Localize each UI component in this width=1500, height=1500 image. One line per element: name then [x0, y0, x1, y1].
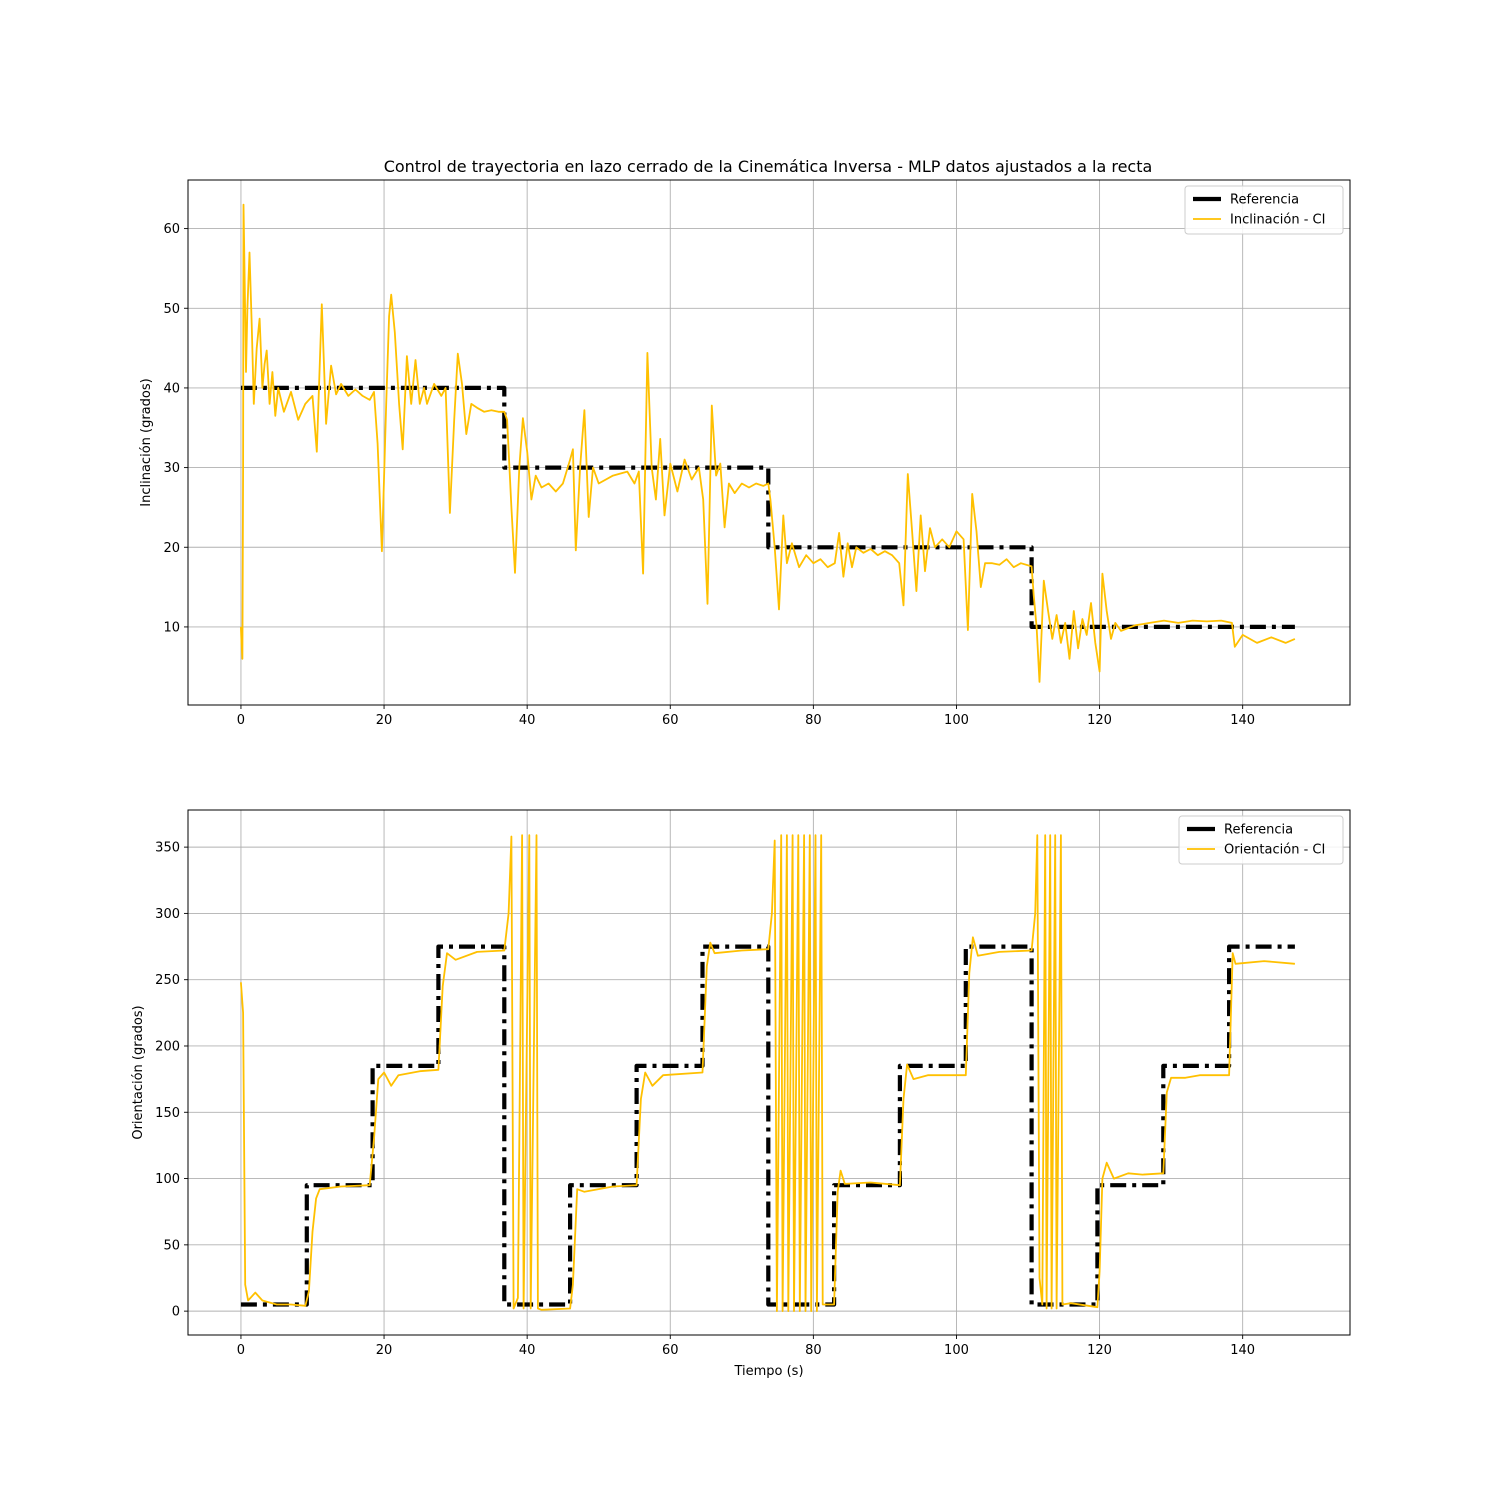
y-tick-label: 100	[155, 1172, 180, 1187]
y-tick-label: 0	[172, 1305, 180, 1320]
x-tick-label: 140	[1230, 1343, 1255, 1358]
legend-box	[1178, 815, 1344, 865]
x-tick-label: 120	[1087, 713, 1112, 728]
x-tick-label: 80	[805, 1343, 822, 1358]
y-tick-label: 50	[163, 1238, 180, 1253]
inclination-plot: 0 20 40 60 80 100 120 140 10 20 30 40 50 60 Inclinació…	[139, 179, 1351, 728]
y-tick-label: 60	[163, 222, 180, 237]
x-tick-label: 20	[376, 713, 393, 728]
y-tick-label: 250	[155, 973, 180, 988]
y-tick-label: 20	[163, 541, 180, 556]
x-tick-label: 80	[805, 713, 822, 728]
chart-title: Control de trayectoria en lazo cerrado d…	[384, 157, 1153, 176]
orientation-plot: 0 20 40 60 80 100 120 140 0 50 100 150 200 250 300 350 O…	[131, 809, 1351, 1379]
y-tick-label: 40	[163, 381, 180, 396]
x-tick-label: 100	[944, 1343, 969, 1358]
legend-entry-label: Referencia	[1230, 193, 1299, 208]
x-tick-label: 0	[237, 713, 245, 728]
legend-box	[1184, 185, 1344, 235]
reference-series-line	[240, 944, 1295, 1307]
x-tick-label: 40	[519, 713, 536, 728]
axes-frame	[187, 809, 1351, 1336]
x-tick-label: 140	[1230, 713, 1255, 728]
y-tick-label: 300	[155, 907, 180, 922]
y-tick-label: 200	[155, 1039, 180, 1054]
legend-entry-label: Referencia	[1224, 823, 1293, 838]
y-axis-label: Orientación (grados)	[131, 1005, 146, 1139]
x-tick-label: 0	[237, 1343, 245, 1358]
y-axis-label: Inclinación (grados)	[139, 378, 154, 506]
x-tick-label: 100	[944, 713, 969, 728]
y-tick-label: 350	[155, 841, 180, 856]
response-series-line	[240, 203, 1296, 683]
y-tick-label: 50	[163, 302, 180, 317]
x-tick-label: 40	[519, 1343, 536, 1358]
y-tick-label: 10	[163, 620, 180, 635]
reference-series-line	[240, 385, 1295, 629]
legend-entry-label: Orientación - CI	[1224, 843, 1325, 858]
axes-frame	[187, 179, 1351, 706]
x-tick-label: 60	[662, 713, 679, 728]
response-series-line	[240, 834, 1295, 1312]
x-axis-label: Tiempo (s)	[733, 1364, 803, 1379]
y-tick-label: 30	[163, 461, 180, 476]
x-tick-label: 20	[376, 1343, 393, 1358]
legend-entry-label: Inclinación - CI	[1230, 213, 1325, 228]
x-tick-label: 120	[1087, 1343, 1112, 1358]
y-tick-label: 150	[155, 1106, 180, 1121]
x-tick-label: 60	[662, 1343, 679, 1358]
